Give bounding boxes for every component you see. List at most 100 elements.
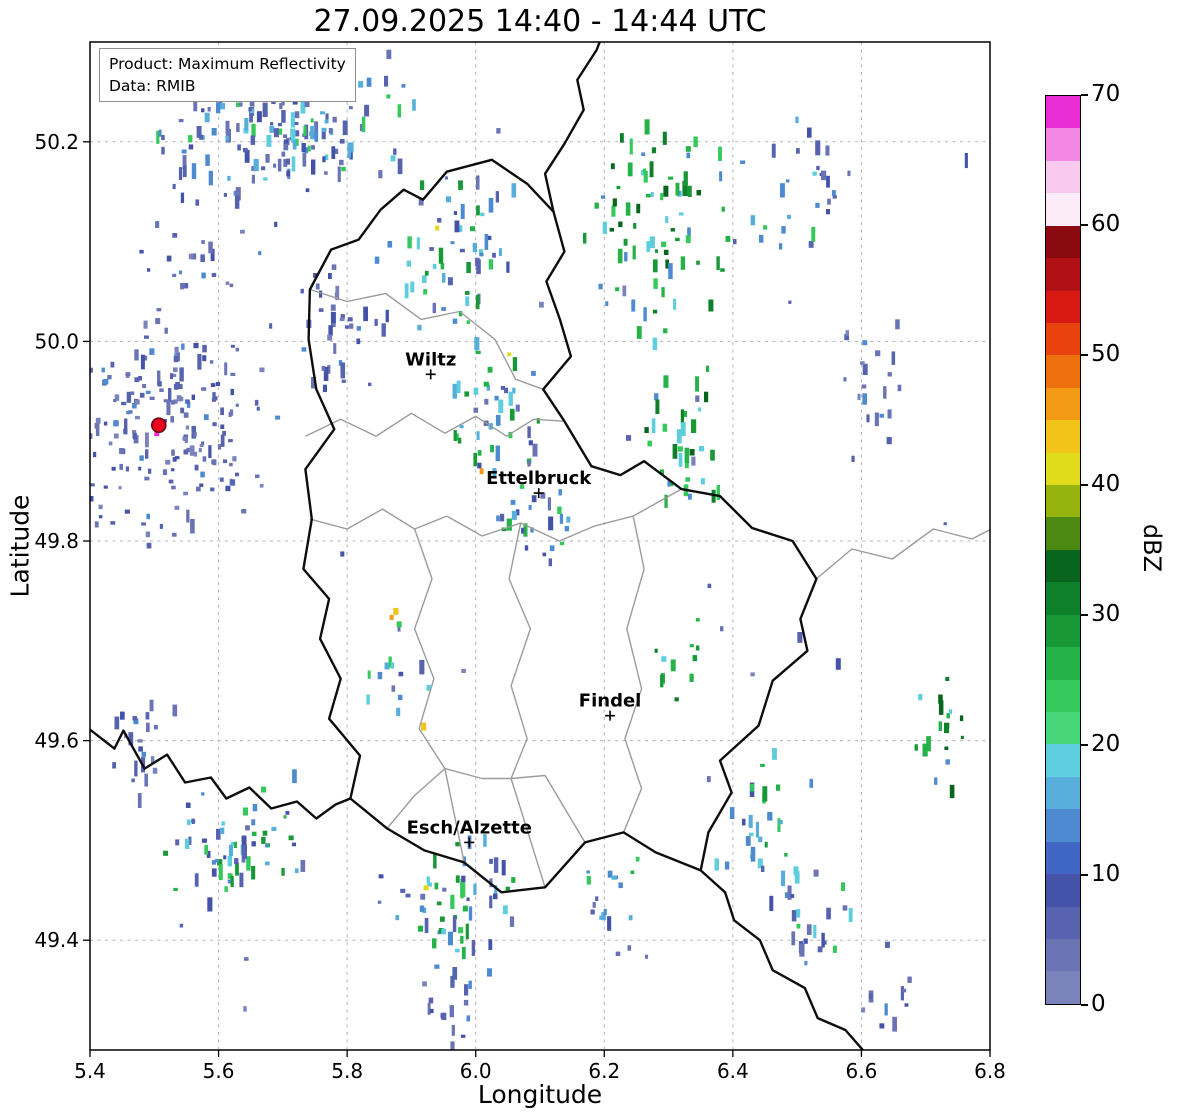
colorbar-swatch xyxy=(1046,841,1080,875)
colorbar-swatch xyxy=(1046,193,1080,226)
colorbar-swatch xyxy=(1046,809,1080,842)
colorbar-swatch xyxy=(1046,452,1080,486)
colorbar-swatch xyxy=(1046,906,1080,939)
colorbar xyxy=(1045,95,1081,1005)
colorbar-swatch xyxy=(1046,971,1080,1004)
y-tick-label: 49.6 xyxy=(34,729,79,753)
city-label: Esch/Alzette xyxy=(407,817,532,838)
colorbar-swatch xyxy=(1046,96,1080,129)
colorbar-swatch xyxy=(1046,225,1080,259)
product-info-box: Product: Maximum Reflectivity Data: RMIB xyxy=(99,48,356,102)
echo-pixel-strong xyxy=(154,431,160,437)
district-border xyxy=(309,488,682,542)
colorbar-tick-mark xyxy=(1081,1004,1088,1006)
echo-pixel-strong xyxy=(507,352,512,357)
echo-pixel-strong xyxy=(479,468,484,475)
y-axis-title: Latitude xyxy=(5,494,35,598)
colorbar-swatch xyxy=(1046,160,1080,194)
colorbar-gradient xyxy=(1046,96,1080,1004)
city-label: Ettelbruck xyxy=(486,468,592,489)
colorbar-swatch xyxy=(1046,322,1080,356)
x-tick-label: 6.0 xyxy=(460,1059,492,1083)
x-tick-label: 6.2 xyxy=(588,1059,620,1083)
x-tick-label: 5.6 xyxy=(203,1059,235,1083)
colorbar-swatch xyxy=(1046,647,1080,680)
colorbar-tick-label: 60 xyxy=(1091,211,1121,237)
colorbar-swatch xyxy=(1046,355,1080,388)
echo-pixel-strong xyxy=(663,185,669,197)
colorbar-tick-label: 30 xyxy=(1091,601,1121,627)
city-plus-marker xyxy=(605,710,616,721)
y-tick-label: 49.4 xyxy=(34,928,79,952)
x-tick-label: 6.6 xyxy=(846,1059,878,1083)
colorbar-swatch xyxy=(1046,420,1080,453)
product-line: Product: Maximum Reflectivity xyxy=(109,55,346,73)
colorbar-tick-label: 10 xyxy=(1091,861,1121,887)
colorbar-tick-mark xyxy=(1081,94,1088,96)
colorbar-tick-mark xyxy=(1081,224,1088,226)
city-plus-marker xyxy=(533,488,544,499)
district-border xyxy=(305,412,565,437)
colorbar-tick-mark xyxy=(1081,874,1088,876)
plot-frame xyxy=(89,41,991,1051)
colorbar-swatch xyxy=(1046,679,1080,713)
colorbar-tick-mark xyxy=(1081,744,1088,746)
country-border xyxy=(302,158,818,894)
colorbar-swatch xyxy=(1046,549,1080,583)
colorbar-swatch xyxy=(1046,938,1080,972)
colorbar-swatch xyxy=(1046,485,1080,518)
echo-pixel-strong xyxy=(389,614,394,620)
data-source-line: Data: RMIB xyxy=(109,77,196,95)
colorbar-tick-label: 70 xyxy=(1091,81,1121,107)
markers-layer: 5.4 5.6 5.8 6.0 6.2 6.4 6.6 6.8 50.2 50.0 49.8 49.6… xyxy=(34,41,1006,1083)
colorbar-swatch xyxy=(1046,582,1080,615)
district-border xyxy=(386,767,586,843)
colorbar-tick-label: 40 xyxy=(1091,471,1121,497)
radar-site-marker xyxy=(151,417,167,434)
x-tick-label: 5.4 xyxy=(74,1059,106,1083)
figure-title: 27.09.2025 14:40 - 14:44 UTC xyxy=(313,4,767,39)
colorbar-tick-mark xyxy=(1081,484,1088,486)
echo-pixel-strong xyxy=(708,299,714,312)
city-label: Wiltz xyxy=(405,349,456,370)
x-tick-label: 6.8 xyxy=(974,1059,1006,1083)
y-tick-label: 50.0 xyxy=(34,329,79,353)
x-tick-label: 5.8 xyxy=(331,1059,363,1083)
country-border xyxy=(699,869,865,1050)
country-border xyxy=(543,42,601,213)
colorbar-tick-label: 0 xyxy=(1091,991,1106,1017)
colorbar-swatch xyxy=(1046,874,1080,907)
country-border xyxy=(90,728,352,820)
y-tick-label: 50.2 xyxy=(34,130,79,154)
grid-layer xyxy=(89,42,991,1050)
city-plus-marker xyxy=(464,837,475,848)
city-label: Findel xyxy=(579,691,642,712)
x-tick-label: 6.4 xyxy=(717,1059,749,1083)
country-borders-layer xyxy=(90,42,865,1050)
colorbar-swatch xyxy=(1046,387,1080,421)
echo-pixel-strong xyxy=(435,225,440,231)
colorbar-swatch xyxy=(1046,614,1080,648)
echo-pixel-strong xyxy=(421,722,427,731)
colorbar-swatch xyxy=(1046,776,1080,810)
x-axis-title: Longitude xyxy=(477,1080,603,1109)
echo-pixel-strong xyxy=(393,607,399,615)
radar-echo-layer xyxy=(90,49,968,1050)
district-border xyxy=(309,288,544,390)
colorbar-axis-label: dBZ xyxy=(1138,523,1166,573)
colorbar-swatch xyxy=(1046,128,1080,161)
colorbar-swatch xyxy=(1046,258,1080,291)
district-border xyxy=(622,515,645,833)
colorbar-swatch xyxy=(1046,290,1080,323)
city-plus-marker xyxy=(425,369,436,380)
y-tick-label: 49.8 xyxy=(34,529,79,553)
colorbar-swatch xyxy=(1046,517,1080,550)
district-border xyxy=(815,528,990,580)
colorbar-swatch xyxy=(1046,712,1080,745)
district-borders-layer xyxy=(305,288,990,888)
colorbar-swatch xyxy=(1046,744,1080,777)
echo-pixel-strong xyxy=(423,885,429,891)
colorbar-tick-label: 50 xyxy=(1091,341,1121,367)
